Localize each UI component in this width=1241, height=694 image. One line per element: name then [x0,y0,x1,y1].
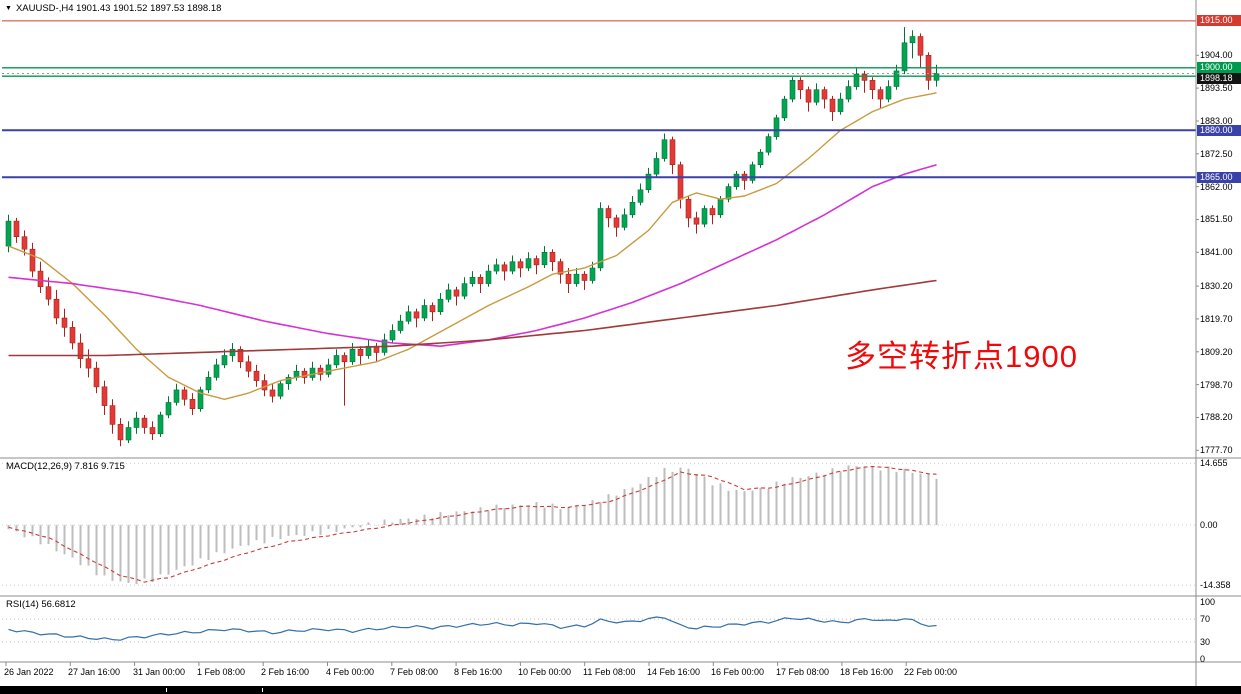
date-label: 18 Feb 16:00 [840,667,894,677]
date-label: 8 Feb 16:00 [454,667,503,677]
date-label: 31 Jan 00:00 [133,667,186,677]
annotation-text: 多空转折点1900 [845,339,1078,374]
date-label: 27 Jan 16:00 [68,667,121,677]
date-label: 1 Feb 08:00 [197,667,246,677]
rsi-axis-label: 100 [1200,597,1216,607]
macd-axis-label: 0.00 [1200,520,1218,530]
price-axis-label: 1777.70 [1200,445,1233,455]
price-axis-label: 1830.20 [1200,281,1233,291]
date-label: 7 Feb 08:00 [390,667,439,677]
price-axis-label: 1819.70 [1200,314,1233,324]
date-label: 11 Feb 08:00 [583,667,636,677]
rsi-axis-label: 70 [1200,614,1211,624]
price-axis-label: 1809.20 [1200,347,1233,357]
price-axis-label: 1904.00 [1200,50,1233,60]
price-axis-label: 1862.00 [1200,182,1233,192]
taskbar-separator-icon [166,688,167,692]
date-label: 17 Feb 08:00 [776,667,830,677]
price-tag: 1880.00 [1197,125,1241,136]
price-axis-label: 1788.20 [1200,412,1233,422]
price-axis-label: 1883.00 [1200,116,1233,126]
price-axis-label: 1798.70 [1200,380,1233,390]
taskbar-separator-icon [262,688,263,692]
date-label: 14 Feb 16:00 [647,667,701,677]
collapse-triangle-icon[interactable]: ▼ [5,5,12,12]
date-label: 10 Feb 00:00 [518,667,572,677]
price-tag: 1898.18 [1197,73,1241,84]
taskbar[interactable] [0,686,1241,694]
price-tag: 1900.00 [1197,62,1241,73]
chart-title-row: ▼ XAUUSD-,H4 1901.43 1901.52 1897.53 189… [5,3,221,14]
price-tag: 1865.00 [1197,172,1241,183]
chart-title: XAUUSD-,H4 1901.43 1901.52 1897.53 1898.… [15,3,222,14]
price-axis-label: 1872.50 [1200,149,1233,159]
date-label: 22 Feb 00:00 [904,667,958,677]
price-axis-label: 1851.50 [1200,214,1233,224]
rsi-indicator-label: RSI(14) 56.6812 [6,599,76,610]
date-label: 26 Jan 2022 [4,667,54,677]
date-label: 2 Feb 16:00 [261,667,310,677]
date-label: 4 Feb 00:00 [326,667,375,677]
price-tag: 1915.00 [1197,15,1241,26]
date-label: 16 Feb 00:00 [711,667,765,677]
price-axis-label: 1893.50 [1200,83,1233,93]
rsi-axis-label: 30 [1200,637,1211,647]
rsi-axis-label: 0 [1200,654,1206,664]
macd-axis-label: 14.655 [1200,458,1228,468]
macd-axis-label: -14.358 [1200,580,1231,590]
macd-indicator-label: MACD(12,26,9) 7.816 9.715 [6,461,125,472]
price-axis-label: 1841.00 [1200,247,1233,257]
